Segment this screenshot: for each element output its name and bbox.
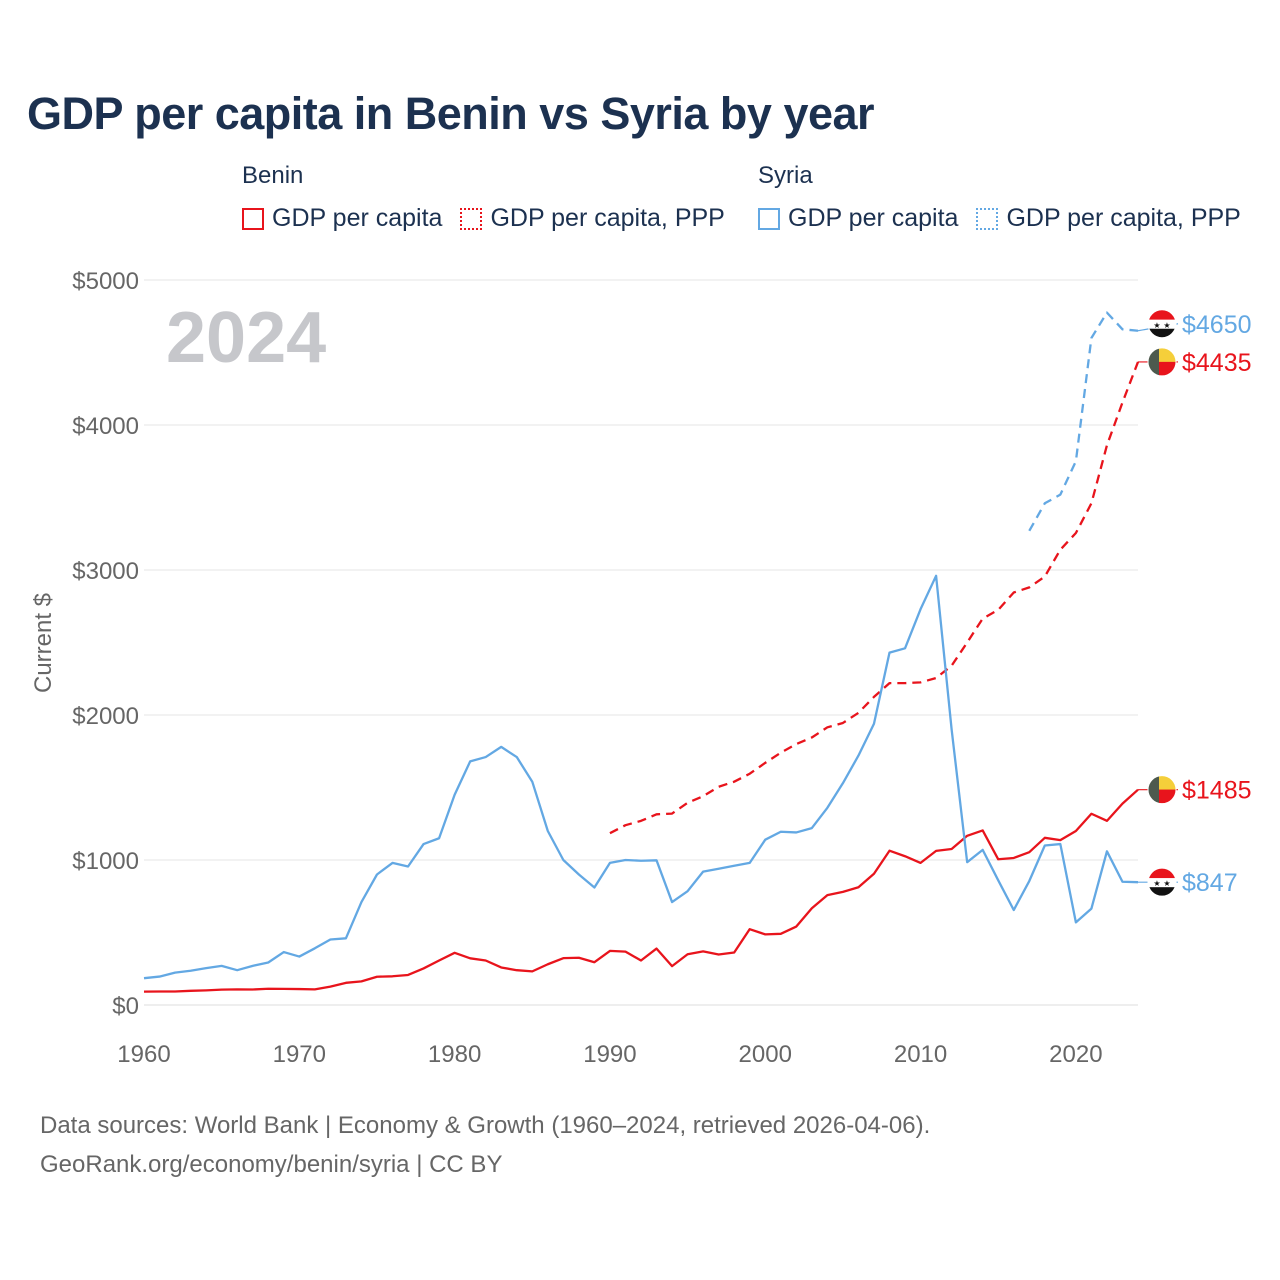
y-axis-ticks: $0 $1000 $2000 $3000 $4000 $5000	[72, 268, 139, 1020]
end-marker: ★ ★ $4650	[1137, 309, 1252, 339]
legend-item-benin-ppp[interactable]: GDP per capita, PPP	[460, 204, 725, 233]
legend-swatch-dotted	[976, 207, 999, 230]
y-tick-label: $5000	[72, 268, 139, 295]
end-value-label: $1485	[1182, 777, 1252, 805]
legend-item-benin-gdp[interactable]: GDP per capita	[242, 204, 442, 233]
y-tick-label: $0	[112, 993, 139, 1020]
x-tick-label: 1980	[428, 1041, 481, 1068]
year-label: 2024	[166, 298, 326, 378]
x-tick-label: 1970	[273, 1041, 326, 1068]
legend-item-label: GDP per capita	[272, 204, 443, 232]
end-marker: $1485	[1138, 775, 1252, 805]
end-value-label: $4650	[1182, 311, 1252, 339]
end-markers: $1485$4435★ ★ $847★ ★ $4650	[1137, 309, 1252, 897]
x-tick-label: 1960	[117, 1041, 170, 1068]
chart-title: GDP per capita in Benin vs Syria by year	[27, 88, 875, 139]
legend-swatch-dotted	[460, 207, 483, 230]
legend-swatch-solid	[758, 207, 780, 230]
y-tick-label: $2000	[72, 703, 139, 730]
series-line-syria-gdp-per-capita[interactable]	[143, 574, 1139, 980]
y-tick-label: $3000	[72, 558, 139, 585]
end-marker: $4435	[1138, 347, 1252, 377]
legend-item-syria-ppp[interactable]: GDP per capita, PPP	[976, 204, 1241, 233]
legend-item-label: GDP per capita, PPP	[1006, 204, 1241, 232]
x-tick-label: 2010	[894, 1041, 947, 1068]
legend-group-syria: Syria GDP per capita GDP per capita, PPP	[758, 162, 1259, 233]
svg-text:★: ★	[1153, 879, 1160, 888]
legend-item-label: GDP per capita, PPP	[490, 204, 725, 232]
x-tick-label: 2000	[739, 1041, 792, 1068]
grid-lines	[144, 279, 1138, 1006]
y-tick-label: $4000	[72, 413, 139, 440]
series-line-benin-gdp-per-capita-ppp[interactable]	[609, 361, 1140, 835]
legend-item-syria-gdp[interactable]: GDP per capita	[758, 204, 958, 233]
source-link[interactable]: GeoRank.org/economy/benin/syria | CC BY	[40, 1151, 503, 1178]
series-line-benin-gdp-per-capita[interactable]	[143, 788, 1139, 993]
end-marker: ★ ★ $847	[1138, 867, 1238, 897]
x-tick-label: 1990	[583, 1041, 636, 1068]
legend-group-label: Benin	[242, 162, 304, 189]
svg-text:★: ★	[1153, 321, 1160, 330]
source-line: Data sources: World Bank | Economy & Gro…	[40, 1112, 931, 1139]
legend-group-benin: Benin GDP per capita GDP per capita, PPP	[242, 162, 743, 233]
svg-text:★: ★	[1163, 879, 1170, 888]
legend-swatch-solid	[242, 207, 264, 230]
y-axis-label: Current $	[30, 593, 57, 693]
x-axis-ticks: 1960 1970 1980 1990 2000 2010 2020	[117, 1041, 1102, 1068]
y-tick-label: $1000	[72, 848, 139, 875]
series-lines	[143, 311, 1140, 993]
legend-item-label: GDP per capita	[788, 204, 959, 232]
x-tick-label: 2020	[1049, 1041, 1102, 1068]
end-value-label: $847	[1182, 869, 1238, 897]
series-line-syria-gdp-per-capita-ppp[interactable]	[1028, 311, 1139, 532]
svg-text:★: ★	[1163, 321, 1170, 330]
syria-flag-icon: ★ ★	[1148, 868, 1176, 897]
source-footer: Data sources: World Bank | Economy & Gro…	[40, 1106, 930, 1184]
legend-group-label: Syria	[758, 162, 813, 189]
end-value-label: $4435	[1182, 349, 1252, 377]
syria-flag-icon: ★ ★	[1148, 309, 1176, 338]
